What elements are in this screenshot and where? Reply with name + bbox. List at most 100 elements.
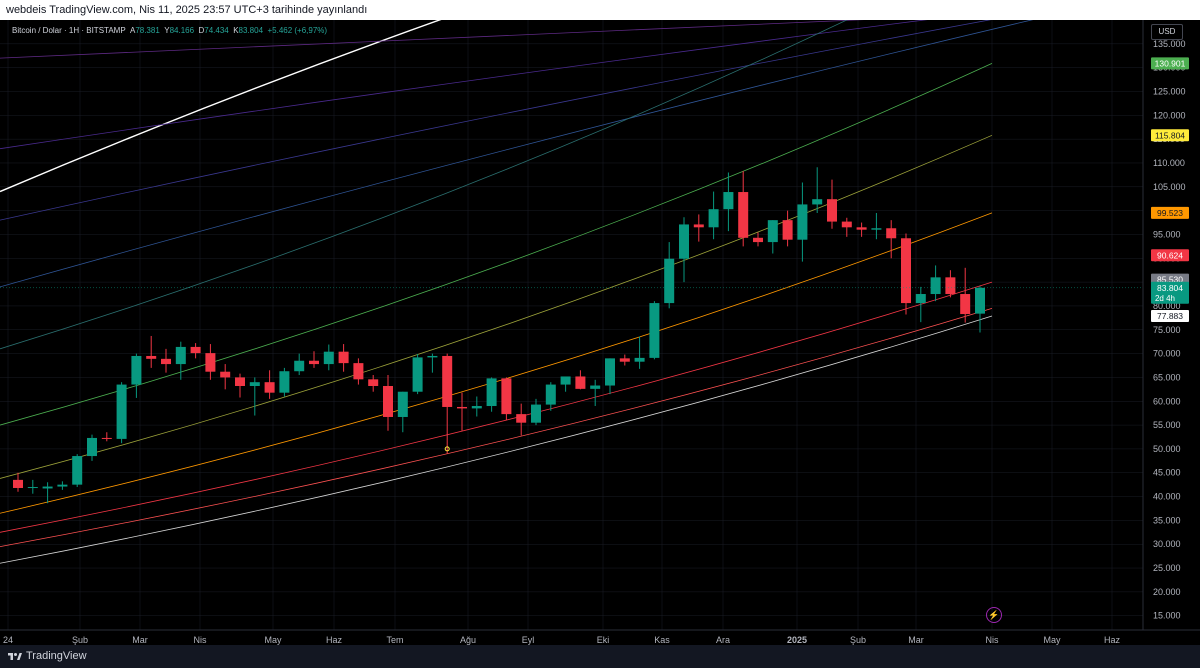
y-tick-label: 50.000: [1153, 444, 1181, 454]
candle-body: [412, 357, 423, 392]
y-tick-label: 65.000: [1153, 372, 1181, 382]
x-tick-label: Haz: [326, 635, 343, 645]
x-tick-label: Mar: [908, 635, 924, 645]
candle-body: [338, 351, 349, 364]
price-axis[interactable]: 135.000130.000125.000120.000115.000110.0…: [1153, 39, 1186, 621]
y-tick-label: 55.000: [1153, 420, 1181, 430]
candle-body: [915, 294, 926, 304]
band-curve: [0, 281, 993, 533]
y-tick-label: 75.000: [1153, 325, 1181, 335]
candle-body: [235, 377, 245, 386]
candle-body: [723, 192, 734, 210]
candle-body: [486, 378, 497, 407]
candle-body: [945, 277, 956, 295]
time-axis[interactable]: 24 Şub Mar Nis May Haz Tem Ağu Eyl Eki Kas Ara 2025 Ş…: [3, 635, 1121, 645]
candle-body: [649, 303, 660, 358]
candle-body: [560, 376, 571, 385]
candle-body: [960, 294, 971, 315]
candle-body: [545, 384, 556, 405]
candle-body: [797, 204, 808, 240]
grid: [0, 20, 1143, 630]
candles: [13, 167, 985, 504]
x-tick-label: Mar: [132, 635, 148, 645]
x-tick-label: 2025: [787, 635, 807, 645]
band-curve: [0, 134, 993, 479]
price-label-text: 130.901: [1155, 58, 1186, 68]
candle-body: [767, 220, 778, 243]
candle-body: [738, 192, 749, 238]
band-curve: [0, 20, 1034, 288]
footer-bar: TradingView: [0, 645, 1200, 668]
x-tick-label: Haz: [1104, 635, 1121, 645]
lightning-icon[interactable]: ⚡: [986, 607, 1002, 623]
price-label-box: [1151, 310, 1189, 323]
low-label: D: [198, 26, 205, 35]
tradingview-logo-icon[interactable]: [8, 651, 22, 662]
candle-body: [782, 220, 793, 240]
currency-button[interactable]: USD: [1151, 24, 1183, 40]
x-tick-label: Eki: [597, 635, 610, 645]
chart-area[interactable]: 135.000130.000125.000120.000115.000110.0…: [0, 20, 1200, 645]
close-value: 83.804: [238, 26, 264, 35]
band-curve: [0, 20, 848, 350]
candle-body: [190, 346, 201, 354]
countdown-label: 2d 4h: [1155, 294, 1175, 303]
published-bar: webdeis TradingView.com, Nis 11, 2025 23…: [0, 0, 1200, 20]
candle-body: [383, 386, 393, 417]
candle-body: [442, 355, 453, 407]
candle-body: [886, 228, 897, 239]
candle-body: [27, 487, 38, 489]
candle-body: [294, 360, 305, 372]
y-tick-label: 120.000: [1153, 110, 1186, 120]
candle-body: [471, 406, 482, 409]
close-label: K: [233, 26, 239, 35]
x-tick-label: Eyl: [522, 635, 535, 645]
x-tick-label: May: [1043, 635, 1061, 645]
y-tick-label: 70.000: [1153, 349, 1181, 359]
x-tick-label: Kas: [654, 635, 670, 645]
candle-body: [871, 228, 882, 230]
x-tick-label: Tem: [386, 635, 403, 645]
price-label-text: 83.804: [1157, 283, 1183, 293]
band-curve: [0, 20, 928, 150]
x-tick-label: May: [264, 635, 282, 645]
candle-body: [812, 199, 823, 205]
candle-body: [427, 355, 438, 358]
candle-body: [249, 382, 260, 386]
x-tick-label: 24: [3, 635, 13, 645]
candle-body: [205, 353, 216, 372]
candle-body: [397, 391, 408, 417]
band-curve: [0, 307, 993, 547]
band-curve: [0, 315, 993, 564]
candle-body: [42, 486, 53, 489]
price-label-box: [1151, 249, 1189, 262]
price-label-text: 99.523: [1157, 208, 1183, 218]
candle-body: [175, 346, 186, 365]
candle-body: [501, 378, 512, 415]
candle-body: [131, 355, 142, 385]
price-chart[interactable]: 135.000130.000125.000120.000115.000110.0…: [0, 20, 1200, 645]
candle-body: [72, 456, 83, 485]
candle-body: [975, 287, 985, 314]
symbol-title: Bitcoin / Dolar · 1H · BITSTAMP: [12, 26, 126, 35]
footer-brand: TradingView: [26, 650, 87, 662]
y-tick-label: 25.000: [1153, 563, 1181, 573]
candle-body: [693, 224, 704, 228]
candle-body: [57, 484, 68, 487]
y-tick-label: 40.000: [1153, 492, 1181, 502]
y-tick-label: 60.000: [1153, 396, 1181, 406]
candle-body: [708, 209, 719, 228]
y-tick-label: 45.000: [1153, 468, 1181, 478]
candle-body: [146, 355, 157, 359]
y-tick-label: 125.000: [1153, 86, 1186, 96]
price-label-text: 77.883: [1157, 311, 1183, 321]
band-curve: [0, 62, 993, 426]
candle-body: [679, 224, 689, 259]
candle-body: [353, 363, 364, 380]
candle-body: [116, 384, 127, 439]
y-tick-label: 35.000: [1153, 515, 1181, 525]
candle-body: [516, 414, 527, 423]
high-label: Y: [164, 26, 170, 35]
x-tick-label: Şub: [850, 635, 866, 645]
symbol-legend: Bitcoin / Dolar · 1H · BITSTAMP A78.381 …: [12, 26, 327, 35]
